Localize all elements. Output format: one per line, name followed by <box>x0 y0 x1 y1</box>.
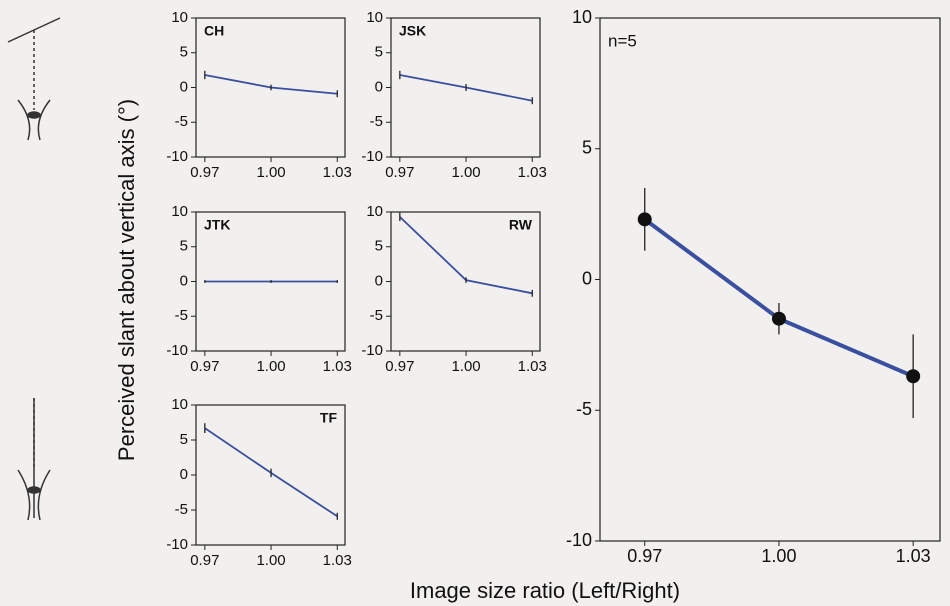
marker <box>637 212 652 227</box>
x-tick-label: 1.00 <box>761 546 796 566</box>
x-axis-label: Image size ratio (Left/Right) <box>410 578 680 603</box>
y-tick-label: -10 <box>166 342 188 359</box>
y-tick-label: 5 <box>180 44 188 61</box>
panel-label: CH <box>204 23 224 39</box>
panel-label: n=5 <box>608 31 637 50</box>
y-tick-label: 10 <box>171 203 188 220</box>
y-tick-label: 10 <box>171 9 188 26</box>
x-tick-label: 0.97 <box>190 552 219 569</box>
x-tick-label: 0.97 <box>190 164 219 181</box>
y-tick-label: -5 <box>175 501 188 518</box>
x-tick-label: 1.03 <box>896 546 931 566</box>
x-tick-label: 1.00 <box>256 552 285 569</box>
x-tick-label: 1.03 <box>323 164 352 181</box>
x-tick-label: 1.03 <box>323 358 352 375</box>
x-tick-label: 1.03 <box>518 164 547 181</box>
marker <box>906 369 921 384</box>
y-tick-label: 0 <box>180 78 188 95</box>
y-tick-label: -5 <box>370 113 383 130</box>
y-tick-label: 5 <box>180 238 188 255</box>
marker <box>771 311 786 326</box>
series-line <box>643 217 914 379</box>
x-tick-label: 1.00 <box>451 358 480 375</box>
y-tick-label: -5 <box>175 113 188 130</box>
eye-icon-bottom <box>17 398 51 521</box>
y-axis-label: Perceived slant about vertical axis (°) <box>114 99 139 461</box>
x-tick-label: 1.00 <box>451 164 480 181</box>
y-tick-label: 0 <box>375 78 383 95</box>
y-tick-label: -10 <box>361 342 383 359</box>
y-tick-label: 0 <box>180 272 188 289</box>
y-tick-label: 5 <box>375 238 383 255</box>
x-tick-label: 1.00 <box>256 164 285 181</box>
x-tick-label: 1.03 <box>518 358 547 375</box>
series-line <box>204 74 338 95</box>
x-tick-label: 0.97 <box>385 164 414 181</box>
x-tick-label: 1.00 <box>256 358 285 375</box>
plot-frame <box>599 17 941 542</box>
x-tick-label: 0.97 <box>627 546 662 566</box>
x-tick-label: 0.97 <box>190 358 219 375</box>
y-tick-label: -10 <box>566 530 592 550</box>
y-tick-label: 0 <box>375 272 383 289</box>
y-tick-label: 5 <box>582 138 592 158</box>
y-tick-label: 10 <box>572 7 592 27</box>
y-tick-label: 10 <box>366 9 383 26</box>
y-tick-label: 5 <box>375 44 383 61</box>
y-tick-label: 0 <box>180 466 188 483</box>
y-tick-label: -5 <box>175 307 188 324</box>
y-tick-label: -10 <box>166 536 188 553</box>
y-tick-label: -5 <box>370 307 383 324</box>
y-tick-label: 5 <box>180 431 188 448</box>
panel-label: JSK <box>399 23 426 39</box>
y-tick-label: -5 <box>576 399 592 419</box>
x-tick-label: 1.03 <box>323 552 352 569</box>
y-tick-label: -10 <box>166 148 188 165</box>
x-tick-label: 0.97 <box>385 358 414 375</box>
panel-label: RW <box>509 217 533 233</box>
panel-label: TF <box>320 410 338 426</box>
y-tick-label: 0 <box>582 268 592 288</box>
panel-label: JTK <box>204 217 230 233</box>
y-tick-label: -10 <box>361 148 383 165</box>
eye-icon-top <box>7 17 61 141</box>
y-tick-label: 10 <box>171 396 188 413</box>
y-tick-label: 10 <box>366 203 383 220</box>
